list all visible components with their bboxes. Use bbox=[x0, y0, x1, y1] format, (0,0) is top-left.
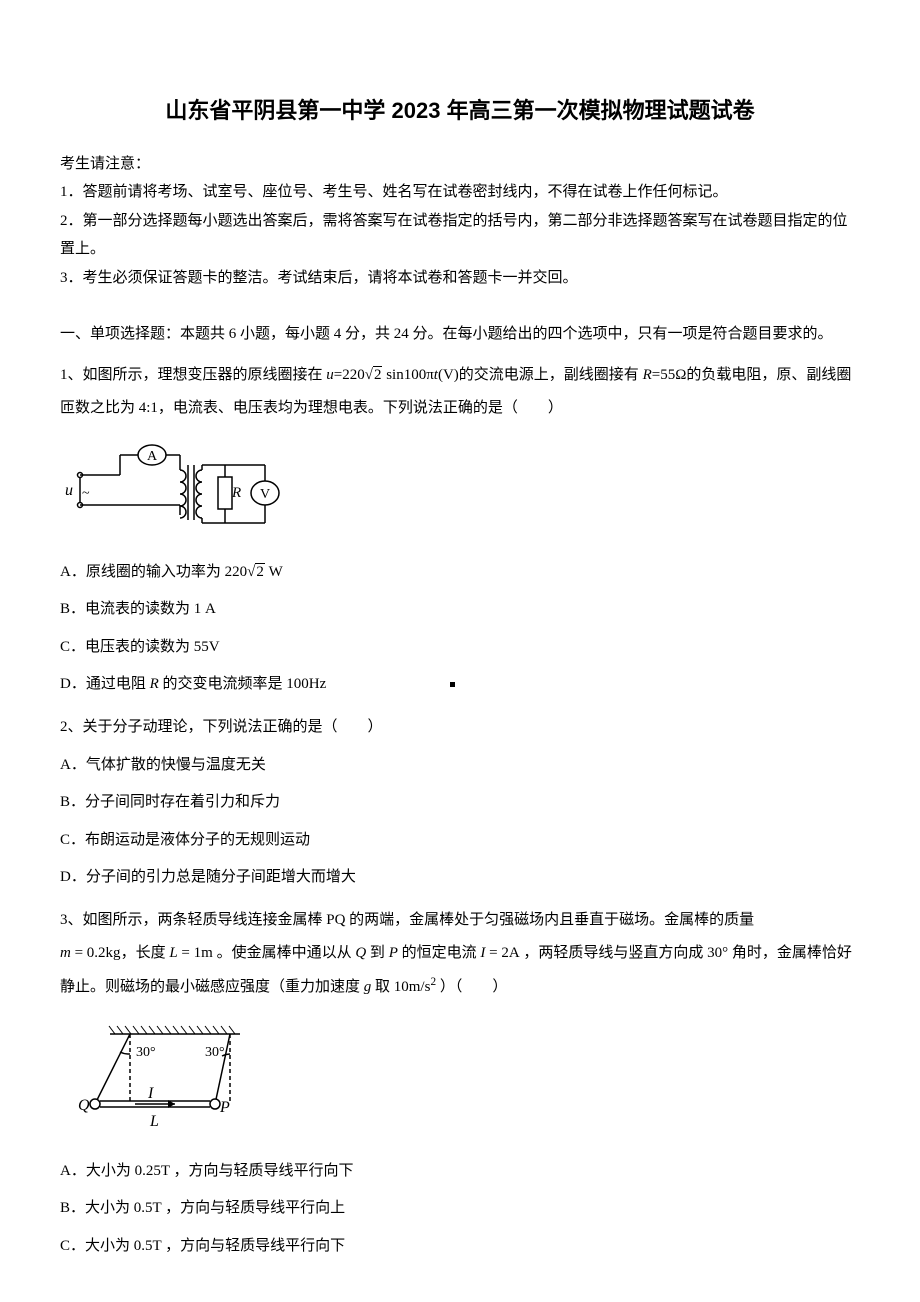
q2-option-B: B．分子间同时存在着引力和斥力 bbox=[60, 787, 860, 819]
q1-option-D: D．通过电阻 R 的交变电流频率是 100Hz bbox=[60, 669, 860, 701]
q2-option-C: C．布朗运动是液体分子的无规则运动 bbox=[60, 825, 860, 857]
var-L: L bbox=[169, 945, 177, 961]
svg-text:~: ~ bbox=[82, 486, 90, 501]
q1-option-B: B．电流表的读数为 1 A bbox=[60, 594, 860, 626]
question-2: 2、关于分子动理论，下列说法正确的是（ ） A．气体扩散的快慢与温度无关 B．分… bbox=[60, 711, 860, 894]
q3-line2: m = 0.2kg，长度 L = 1m 。使金属棒中通以从 Q 到 P 的恒定电… bbox=[60, 937, 860, 1004]
q2-option-A: A．气体扩散的快慢与温度无关 bbox=[60, 750, 860, 782]
q1-figure: u ~ A bbox=[60, 435, 860, 545]
var-m: m bbox=[60, 945, 71, 961]
svg-text:V: V bbox=[260, 487, 270, 502]
sqrt2: √2 bbox=[247, 563, 265, 580]
svg-text:30°: 30° bbox=[136, 1045, 156, 1060]
svg-text:30°: 30° bbox=[205, 1045, 225, 1060]
bullet-marker bbox=[450, 682, 455, 687]
svg-text:u: u bbox=[65, 482, 73, 499]
text: 取 10m/s bbox=[371, 979, 430, 995]
text: ，长度 bbox=[121, 945, 170, 961]
var-P: P bbox=[389, 945, 398, 961]
q3-line1: 3、如图所示，两条轻质导线连接金属棒 PQ 的两端，金属棒处于匀强磁场内且垂直于… bbox=[60, 904, 860, 937]
text: 。使金属棒中通以从 bbox=[213, 945, 356, 961]
q1-text: 1、如图所示，理想变压器的原线圈接在 bbox=[60, 367, 326, 383]
q1-sqrt2: √2 bbox=[365, 367, 383, 383]
eq: = 0.2kg bbox=[71, 945, 121, 961]
q1-option-C: C．电压表的读数为 55V bbox=[60, 632, 860, 664]
svg-text:Q: Q bbox=[78, 1097, 90, 1114]
svg-text:P: P bbox=[219, 1099, 230, 1116]
q2-stem: 2、关于分子动理论，下列说法正确的是（ ） bbox=[60, 711, 860, 744]
eq: = 2A bbox=[485, 945, 519, 961]
text: ）（ ） bbox=[436, 979, 507, 995]
q1-var-R: R bbox=[643, 367, 652, 383]
var-R: R bbox=[150, 676, 159, 692]
eq: = 1m bbox=[178, 945, 213, 961]
q1-stem: 1、如图所示，理想变压器的原线圈接在 u=220√2 sin100πt(V)的交… bbox=[60, 359, 860, 425]
q1-text: =220 bbox=[334, 367, 365, 383]
opt-text: 的交变电流频率是 100Hz bbox=[159, 676, 327, 692]
q3-stem: 3、如图所示，两条轻质导线连接金属棒 PQ 的两端，金属棒处于匀强磁场内且垂直于… bbox=[60, 904, 860, 1004]
q3-option-C: C．大小为 0.5T ，方向与轻质导线平行向下 bbox=[60, 1231, 860, 1263]
q1-text: 的交流电源上，副线圈接有 bbox=[459, 367, 643, 383]
q1-var-u: u bbox=[326, 367, 334, 383]
svg-text:R: R bbox=[231, 485, 241, 501]
svg-text:A: A bbox=[147, 449, 158, 464]
q3-option-A: A．大小为 0.25T ，方向与轻质导线平行向下 bbox=[60, 1156, 860, 1188]
opt-text: A．原线圈的输入功率为 220 bbox=[60, 564, 247, 580]
page-title: 山东省平阴县第一中学 2023 年高三第一次模拟物理试题试卷 bbox=[60, 90, 860, 132]
section-1-intro: 一、单项选择题：本题共 6 小题，每小题 4 分，共 24 分。在每小题给出的四… bbox=[60, 320, 860, 349]
q1-text: sin100π bbox=[382, 367, 433, 383]
notice-item: 3．考生必须保证答题卡的整洁。考试结束后，请将本试卷和答题卡一并交回。 bbox=[60, 264, 860, 293]
question-3: 3、如图所示，两条轻质导线连接金属棒 PQ 的两端，金属棒处于匀强磁场内且垂直于… bbox=[60, 904, 860, 1263]
q2-option-D: D．分子间的引力总是随分子间距增大而增大 bbox=[60, 862, 860, 894]
opt-text: W bbox=[265, 564, 283, 580]
notice-heading: 考生请注意： bbox=[60, 150, 860, 179]
q1-option-A: A．原线圈的输入功率为 220√2 W bbox=[60, 557, 860, 589]
q3-figure: 30° 30° Q P I L bbox=[60, 1014, 860, 1144]
q1-text: (V) bbox=[438, 367, 459, 383]
q1-text: =55Ω bbox=[652, 367, 687, 383]
notice-item: 2．第一部分选择题每小题选出答案后，需将答案写在试卷指定的括号内，第二部分非选择… bbox=[60, 207, 860, 264]
question-1: 1、如图所示，理想变压器的原线圈接在 u=220√2 sin100πt(V)的交… bbox=[60, 359, 860, 701]
text: 到 bbox=[366, 945, 389, 961]
svg-text:L: L bbox=[149, 1113, 159, 1130]
opt-text: D．通过电阻 bbox=[60, 676, 150, 692]
svg-text:I: I bbox=[147, 1085, 154, 1102]
var-Q: Q bbox=[355, 945, 366, 961]
notice-item: 1．答题前请将考场、试室号、座位号、考生号、姓名写在试卷密封线内，不得在试卷上作… bbox=[60, 178, 860, 207]
text: 的恒定电流 bbox=[398, 945, 481, 961]
q3-option-B: B．大小为 0.5T ，方向与轻质导线平行向上 bbox=[60, 1193, 860, 1225]
